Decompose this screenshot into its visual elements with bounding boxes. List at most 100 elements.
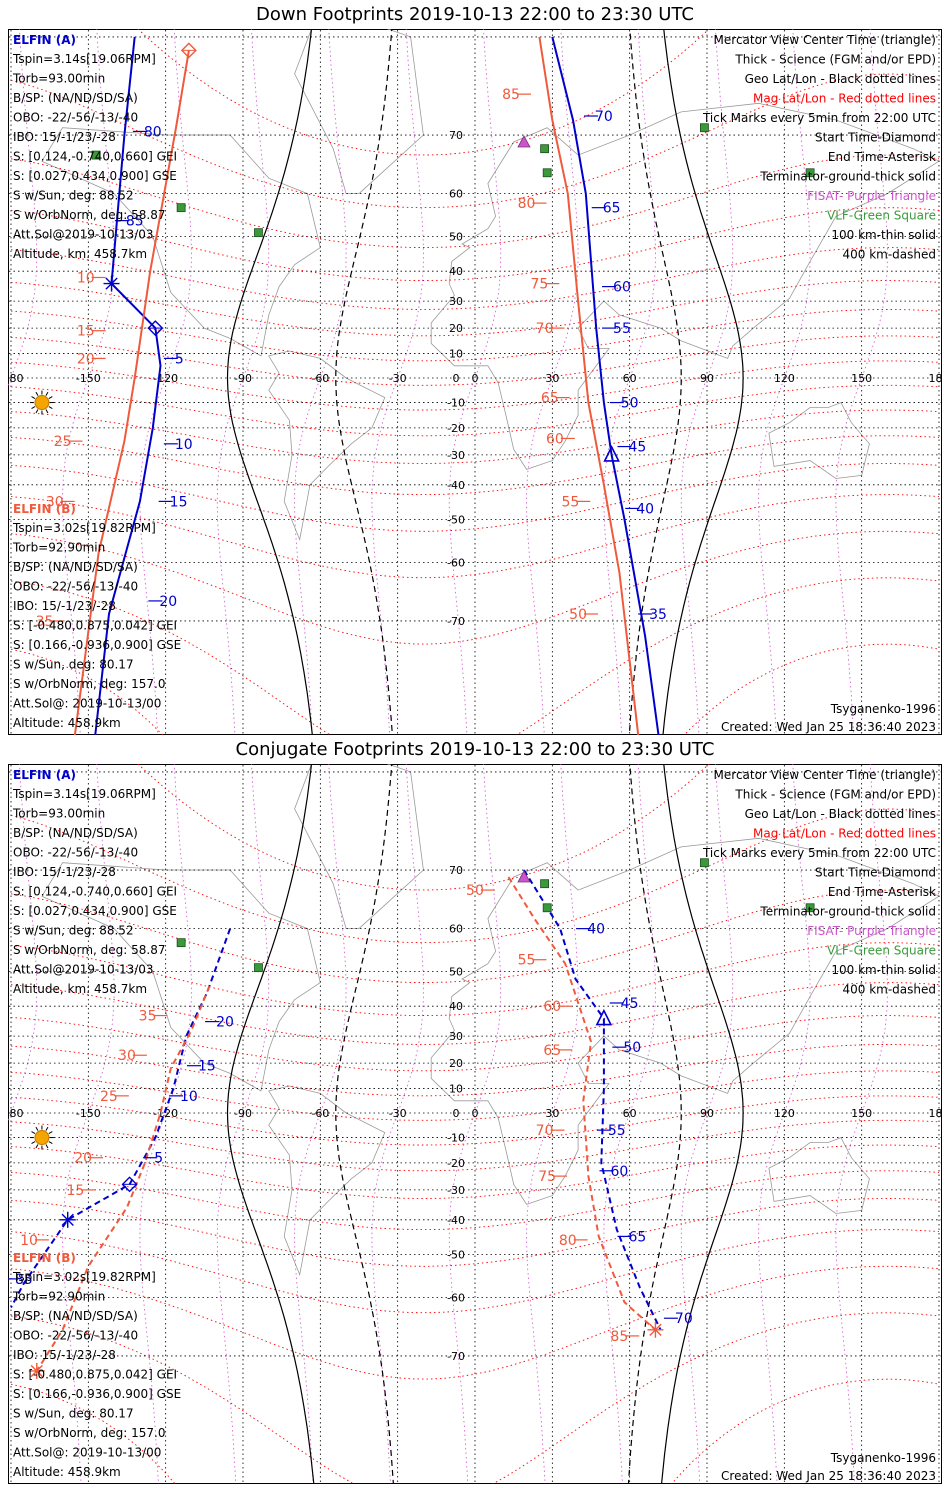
mag-latitude-line: [10, 1044, 940, 1097]
elfin-a-info-line: S w/OrbNorm, deg: 58.87: [13, 943, 165, 957]
legend-entry: VLF-Green Square: [827, 209, 936, 223]
trace-tick-label: 55: [561, 494, 579, 510]
legend-entry: Tick Marks every 5min from 22:00 UTC: [702, 846, 936, 860]
mag-latitude-line: [10, 577, 940, 735]
view-center-triangle: [603, 445, 620, 462]
sun-disc: [34, 1130, 50, 1146]
trace-tick-label: 10: [77, 270, 95, 286]
mag-latitude-line: [10, 530, 940, 645]
mag-longitude-line: [526, 29, 579, 735]
trace-tick-label: 25: [54, 434, 72, 450]
legend-entry: Thick - Science (FGM and/or EPD): [734, 788, 936, 802]
lon-tick-label: 90: [700, 372, 714, 385]
sun-ray: [48, 406, 53, 409]
trace-tick-label: 60: [613, 280, 631, 296]
vlf-square: [540, 879, 549, 889]
mag-latitude-line: [10, 280, 940, 337]
elfin-b-info-line: IBO: 15/-1/23/-28: [13, 1348, 116, 1362]
mag-grid: [10, 764, 940, 1484]
trace-tick-label: 60: [546, 431, 564, 447]
elfin-a-info-line: S: [0.027,0.434,0.900] GSE: [13, 169, 177, 183]
lon-tick-label: 150: [851, 372, 872, 385]
vlf-square: [700, 123, 709, 133]
end-asterisk-marker: [647, 1321, 664, 1338]
end-asterisk-marker: [28, 1362, 45, 1379]
vlf-square: [176, 938, 186, 948]
sun-ray: [45, 1144, 49, 1149]
lat-tick-label: 0: [453, 372, 460, 385]
trace-tick-label: 50: [569, 607, 587, 623]
lon-tick-label: -60: [311, 1107, 329, 1120]
legend-entry: Geo Lat/Lon - Black dotted lines: [745, 807, 936, 821]
mag-meridians: [8, 764, 888, 1484]
legend-entry: Thick - Science (FGM and/or EPD): [734, 53, 936, 67]
asterisk-stroke: [61, 1213, 74, 1226]
lon-tick-label: -60: [311, 372, 329, 385]
trace-tick-label: 70: [675, 1311, 693, 1327]
trace-tick-label: 65: [629, 1229, 647, 1245]
mag-longitude-line: [448, 764, 502, 1484]
trace-tick-label: 20: [74, 1151, 92, 1167]
terminator-100km-east: [662, 29, 744, 735]
elfin-a-info-line: Altitude, km: 458.7km: [13, 982, 147, 996]
landmass-outline: [294, 764, 424, 929]
mag-latitude-line: [137, 29, 710, 156]
vlf-square: [540, 144, 549, 154]
elfin-b-info-line: S w/Sun, deg: 80.17: [13, 658, 134, 672]
mag-latitude-line: [137, 764, 710, 891]
trace-tick-label: 50: [466, 883, 484, 899]
mag-latitude-line: [10, 494, 940, 579]
mag-latitude-line: [10, 435, 940, 496]
vlf-square: [542, 903, 552, 913]
trace-tick-label: 80: [518, 196, 536, 212]
footprint-trace: [538, 36, 640, 735]
landmass-outline: [430, 837, 940, 1205]
legend-entry: Start Time-Diamond: [815, 866, 936, 880]
elfin-b-info-line: S: [0.166,-0.936,0.900] GSE: [13, 638, 181, 652]
footprint-trace: [523, 869, 662, 1331]
lon-tick-label: -30: [389, 1107, 407, 1120]
sun-ray: [31, 406, 36, 409]
trace-tick-label: 10: [175, 437, 193, 453]
mag-latitude-line: [10, 1095, 940, 1146]
trace-tick-label: 10: [180, 1089, 198, 1105]
mag-longitude-line: [8, 29, 38, 388]
trace-tick-label: 55: [613, 321, 631, 337]
landmass-outline: [294, 29, 424, 194]
mag-longitude-line: [139, 29, 192, 735]
mag-latitude-line: [10, 942, 940, 1016]
sun-ray: [31, 396, 36, 399]
elfin-b-info-line: S w/OrbNorm, deg: 157.0: [13, 1426, 165, 1440]
landmass-outline: [430, 102, 940, 470]
conjugate-panel-title: Conjugate Footprints 2019-10-13 22:00 to…: [235, 739, 715, 760]
mag-latitude-line: [10, 309, 940, 362]
footprint-trace: [73, 50, 190, 735]
landmass-outline: [268, 350, 386, 542]
elfin-a-info-line: IBO: 15/-1/23/-28: [13, 130, 116, 144]
axis-labels: -180-150-120-90-60-300306090120150180706…: [8, 864, 942, 1363]
elfin-a-info-line: Att.Sol@2019-10-13/03: [13, 228, 154, 242]
asterisk-stroke: [105, 277, 118, 290]
lon-tick-label: -30: [389, 372, 407, 385]
lat-tick-label: 20: [449, 1057, 463, 1070]
trace-tick-label: 15: [170, 494, 188, 510]
trace-tick-label: 35: [36, 614, 54, 630]
sun-ray: [35, 1144, 39, 1149]
trace-tick-label: 60: [543, 999, 561, 1015]
elfin-b-info-line: S: [0.166,-0.936,0.900] GSE: [13, 1387, 181, 1401]
lat-tick-label: -60: [447, 556, 465, 569]
mag-latitude-line: [10, 247, 940, 310]
lon-tick-label: 90: [700, 1107, 714, 1120]
lon-tick-label: 150: [851, 1107, 872, 1120]
legend-entry: Mag Lat/Lon - Red dotted lines: [753, 92, 936, 106]
trace-tick-label: 80: [559, 1233, 577, 1249]
trace-tick-label: 50: [621, 396, 639, 412]
mag-longitude-line: [603, 29, 656, 735]
lat-tick-label: 50: [449, 231, 463, 244]
lat-tick-label: 60: [449, 923, 463, 936]
lon-tick-label: -180: [8, 1107, 23, 1120]
landmass-outline: [41, 127, 321, 357]
lat-tick-label: -20: [447, 422, 465, 435]
landmass-outline: [768, 1137, 870, 1214]
trace-tick-label: 35: [139, 1009, 157, 1025]
